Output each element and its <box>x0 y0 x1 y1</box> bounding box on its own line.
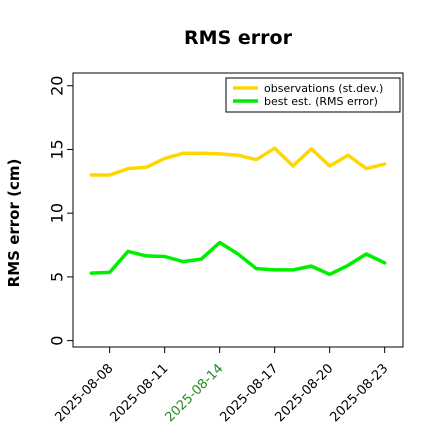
legend-label-2: best est. (RMS error) <box>264 95 378 108</box>
x-tick-label: 2025-08-08 <box>52 361 116 425</box>
x-tick-label: 2025-08-11 <box>107 361 171 425</box>
chart-title: RMS error <box>184 27 293 49</box>
series-line-2 <box>89 240 387 277</box>
series-line-1 <box>89 146 387 177</box>
legend-box <box>225 77 401 113</box>
legend-label-1: observations (st.dev.) <box>264 82 383 95</box>
y-tick-label: 5 <box>48 272 67 282</box>
y-tick-label: 15 <box>48 139 67 159</box>
legend: observations (st.dev.)best est. (RMS err… <box>225 77 401 113</box>
x-tick-label: 2025-08-14 <box>162 361 226 425</box>
y-tick-label: 0 <box>48 336 67 346</box>
y-tick-label: 20 <box>48 76 67 96</box>
x-tick-label: 2025-08-17 <box>217 361 281 425</box>
y-tick-label: 10 <box>48 203 67 223</box>
plot-frame <box>72 72 404 348</box>
plot-area: 051015202025-08-082025-08-112025-08-1420… <box>48 76 392 426</box>
y-axis-label: RMS error (cm) <box>5 159 23 288</box>
x-tick-label: 2025-08-20 <box>272 361 336 425</box>
x-tick-label: 2025-08-23 <box>327 361 391 425</box>
